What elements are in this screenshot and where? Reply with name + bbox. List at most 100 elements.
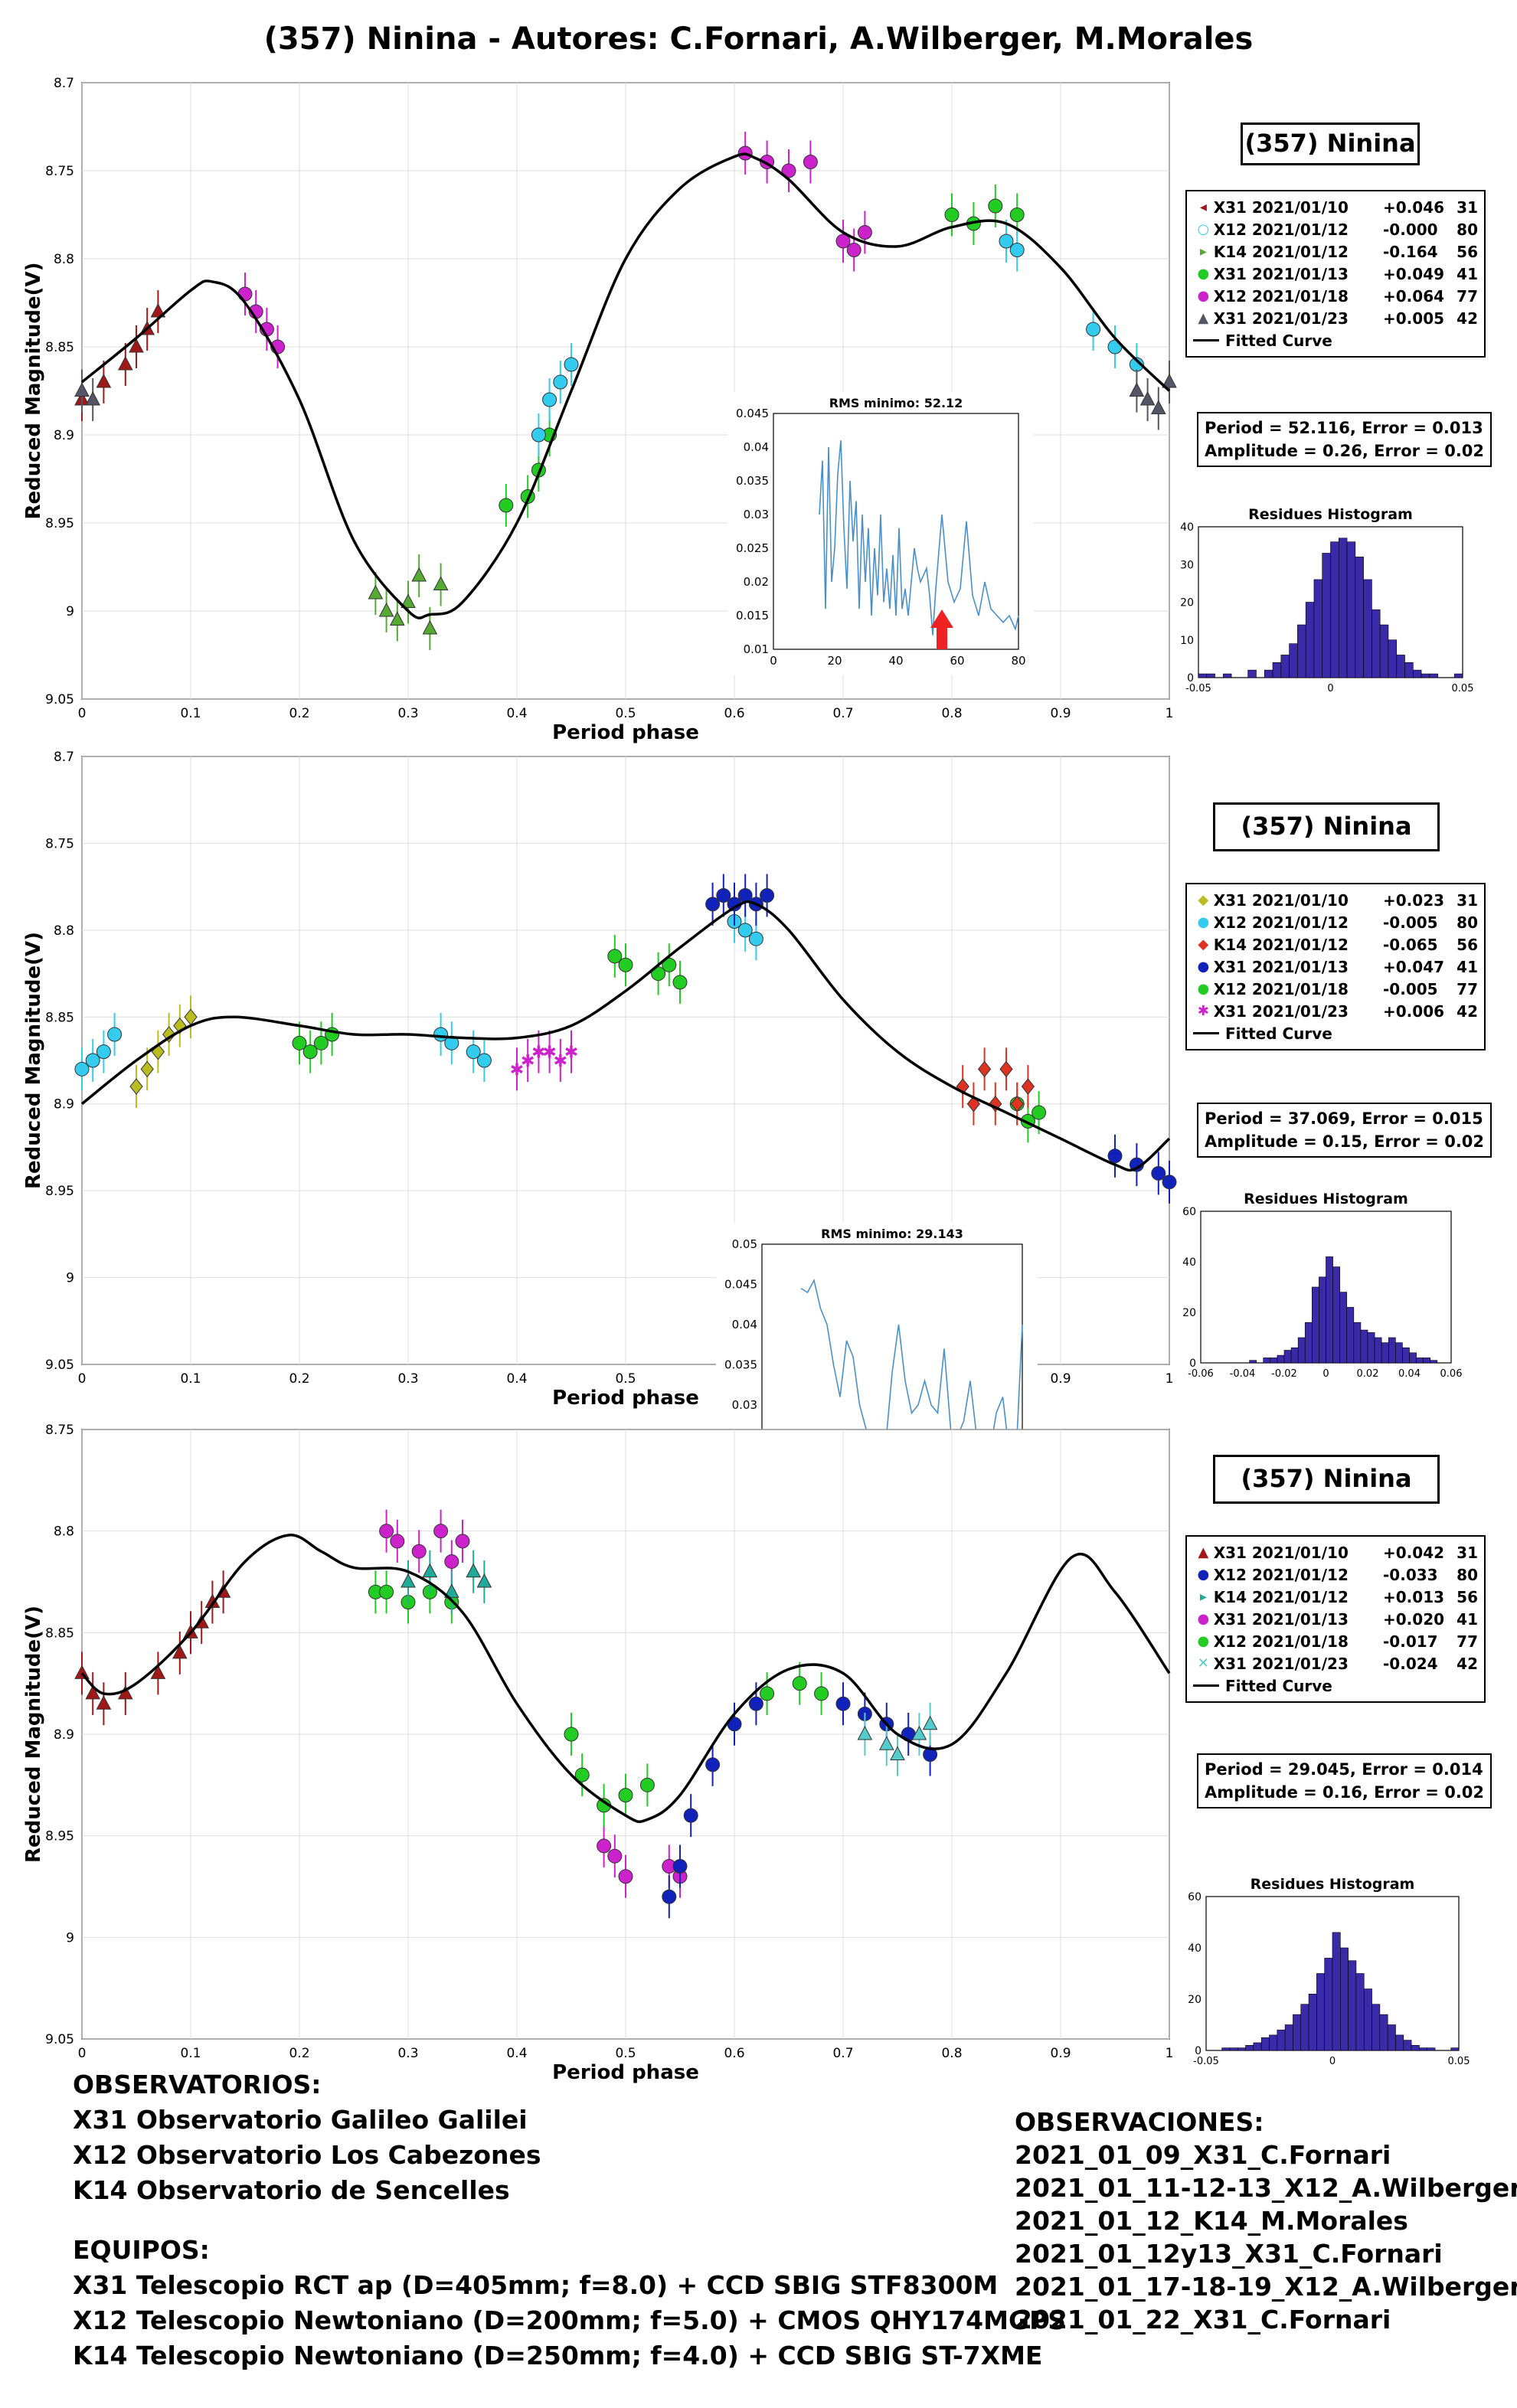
- inset-y-tick: 0.035: [736, 474, 769, 488]
- data-point: [760, 1686, 775, 1701]
- data-point: [846, 243, 861, 257]
- legend-marker-icon: ✕: [1197, 1655, 1209, 1671]
- legend-count: 31: [1457, 1543, 1478, 1562]
- inset-x-tick: 0: [770, 654, 777, 668]
- x-tick-label: 0.3: [397, 2046, 418, 2061]
- histogram-bar: [1324, 1958, 1333, 2051]
- legend-count: 31: [1457, 890, 1478, 910]
- legend-label: X31 2021/01/10: [1213, 1543, 1349, 1562]
- legend-count: 77: [1457, 286, 1478, 305]
- histogram-title: Residues Histogram: [1248, 506, 1413, 523]
- x-tick-label: 0.4: [506, 2046, 527, 2061]
- x-tick-label: 0.6: [724, 706, 744, 721]
- histogram-y-tick: 60: [1188, 1891, 1202, 1903]
- y-tick-label: 8.8: [54, 252, 74, 267]
- histogram-bar: [1260, 2037, 1270, 2051]
- y-tick-label: 8.9: [54, 428, 74, 443]
- legend-entry: ● X12 2021/01/12 -0.005 80: [1193, 911, 1478, 933]
- histogram-bar: [1363, 579, 1372, 678]
- data-point: [96, 373, 112, 388]
- histogram-y-tick: 40: [1182, 1256, 1196, 1269]
- data-point: [672, 1858, 688, 1874]
- histogram-x-tick: 0.05: [1448, 2056, 1470, 2067]
- histogram-bar: [1404, 662, 1414, 678]
- panel1-legend: ◂ X31 2021/01/10 +0.046 31 ○ X12 2021/01/12 -0…: [1185, 190, 1486, 358]
- legend-offset: +0.049: [1383, 264, 1445, 283]
- x-tick-label: 0.4: [506, 1371, 527, 1387]
- x-axis-label: Period phase: [552, 1387, 699, 1410]
- data-point: [683, 1808, 698, 1823]
- histogram-bar: [1322, 553, 1331, 678]
- inset-y-tick: 0.01: [744, 642, 769, 656]
- data-point: [597, 1838, 612, 1854]
- y-tick-label: 9.05: [45, 1358, 74, 1373]
- legend-count: 80: [1457, 1565, 1478, 1584]
- data-point: [411, 567, 427, 582]
- legend-marker-icon: ▲: [1198, 1544, 1209, 1560]
- y-tick-label: 9.05: [45, 2032, 74, 2047]
- histogram-bar: [1290, 1347, 1299, 1364]
- histogram-bar: [1206, 673, 1215, 678]
- data-point: [716, 887, 731, 903]
- histogram-x-tick: 0.04: [1398, 1368, 1421, 1380]
- inset-y-tick: 0.05: [732, 1237, 757, 1251]
- inset-y-tick: 0.015: [736, 609, 769, 622]
- data-point: [1086, 322, 1101, 337]
- histogram-bar: [1355, 1973, 1365, 2051]
- histogram-bar: [1388, 639, 1398, 678]
- legend-label: X12 2021/01/18: [1213, 1632, 1349, 1651]
- y-tick-label: 8.7: [54, 750, 74, 765]
- x-axis-label: Period phase: [552, 2061, 699, 2084]
- data-point: [748, 931, 763, 946]
- data-point: [1031, 1105, 1047, 1120]
- data-point: [1162, 1175, 1177, 1190]
- data-point: [662, 1889, 677, 1904]
- x-tick-label: 0: [78, 1371, 87, 1387]
- histogram-x-tick: 0: [1322, 1368, 1329, 1380]
- legend-marker-icon: ●: [1197, 1611, 1210, 1627]
- data-point: [977, 1060, 992, 1078]
- data-point: [74, 382, 90, 397]
- data-point: [150, 1665, 166, 1679]
- histogram-bar: [1221, 2047, 1231, 2051]
- histogram-bar: [1450, 2047, 1460, 2051]
- legend-count: 56: [1457, 935, 1478, 954]
- legend-curve-label: Fitted Curve: [1225, 1676, 1332, 1695]
- histogram-bar: [1277, 2029, 1286, 2051]
- fitted-curve: [80, 1534, 1171, 1824]
- x-tick-label: 0.3: [397, 1371, 418, 1387]
- histogram-bar: [1326, 1256, 1333, 1364]
- histogram-y-tick: 40: [1180, 521, 1194, 534]
- histogram-bar: [1247, 669, 1257, 678]
- data-point: [792, 1676, 807, 1691]
- data-point: [1139, 390, 1156, 406]
- x-tick-label: 0: [78, 706, 87, 721]
- panel3-title: (357) Ninina: [1213, 1455, 1440, 1504]
- data-point: [662, 957, 677, 972]
- histogram-bar: [1348, 1960, 1357, 2051]
- data-point: [835, 1696, 851, 1711]
- histogram-bar: [1284, 2024, 1293, 2051]
- data-point: [618, 957, 633, 972]
- histogram-y-tick: 20: [1180, 597, 1194, 609]
- data-point: [74, 1061, 90, 1077]
- inset-title: RMS minimo: 29.143: [821, 1227, 963, 1241]
- legend-offset: +0.005: [1383, 309, 1445, 328]
- legend-marker-icon: ○: [1197, 221, 1210, 237]
- histogram-bar: [1332, 1932, 1341, 2051]
- data-point: [85, 1684, 101, 1700]
- legend-count: 80: [1457, 913, 1478, 932]
- legend-marker-icon: ◆: [1198, 892, 1209, 908]
- observacion-item: 2021_01_11-12-13_X12_A.Wilberger: [1015, 2173, 1517, 2203]
- observatorios-block: OBSERVATORIOS: X31 Observatorio Galileo …: [73, 2067, 1066, 2374]
- histogram-bar: [1223, 673, 1232, 678]
- histogram-bar: [1332, 1266, 1340, 1364]
- data-point: [803, 155, 818, 169]
- legend-offset: -0.005: [1383, 979, 1438, 998]
- histogram-bar: [1372, 609, 1381, 678]
- legend-label: X12 2021/01/12: [1213, 1565, 1349, 1584]
- legend-entry: ▸ K14 2021/01/12 +0.013 56: [1193, 1586, 1478, 1608]
- histogram-bar: [1297, 624, 1306, 678]
- equipo-item: X12 Telescopio Newtoniano (D=200mm; f=5.…: [73, 2305, 1067, 2335]
- data-point: [379, 1584, 394, 1599]
